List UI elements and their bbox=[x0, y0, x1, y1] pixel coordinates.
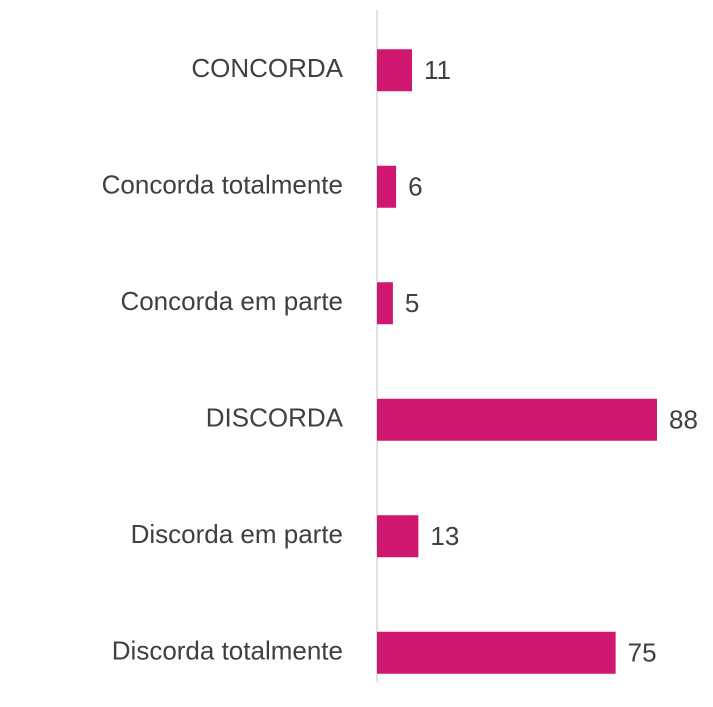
data-label: 88 bbox=[669, 405, 698, 435]
bar bbox=[377, 515, 419, 558]
category-label: Discorda totalmente bbox=[112, 636, 343, 666]
data-label: 6 bbox=[408, 172, 422, 202]
category-label: DISCORDA bbox=[206, 403, 344, 433]
data-label: 13 bbox=[430, 521, 459, 551]
data-label: 5 bbox=[405, 288, 419, 318]
bar bbox=[377, 398, 657, 441]
category-label: Concorda totalmente bbox=[102, 170, 343, 200]
data-label: 75 bbox=[628, 638, 657, 668]
bar bbox=[377, 165, 397, 208]
category-label: Concorda em parte bbox=[120, 286, 343, 316]
bar bbox=[377, 631, 616, 674]
bar bbox=[377, 282, 393, 325]
category-label: CONCORDA bbox=[191, 53, 343, 83]
data-label: 11 bbox=[424, 55, 451, 85]
category-label: Discorda em parte bbox=[131, 519, 343, 549]
bar bbox=[377, 49, 412, 92]
